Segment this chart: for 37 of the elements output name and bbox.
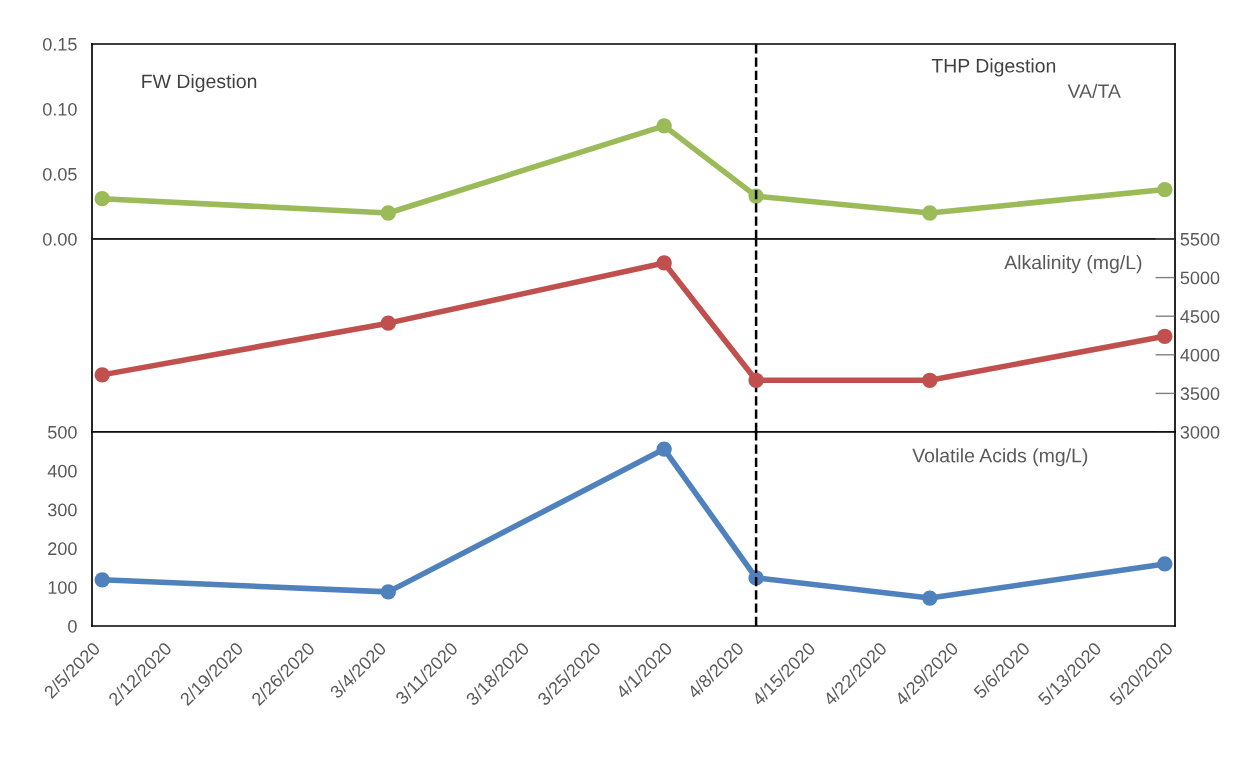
annotation: THP Digestion <box>931 58 1056 77</box>
y-tick-label: 300 <box>47 503 77 517</box>
point <box>94 367 110 383</box>
y-tick-label: 200 <box>48 542 77 556</box>
point <box>656 441 672 457</box>
point <box>1157 556 1173 572</box>
point <box>656 118 672 134</box>
y2-tick-label: 3500 <box>1180 387 1220 401</box>
y2-tick-label: 4500 <box>1180 310 1220 323</box>
point <box>922 372 938 388</box>
point <box>1157 181 1173 198</box>
y2-tick-label: 5000 <box>1180 271 1220 285</box>
point <box>94 572 110 588</box>
y-tick-label: 0.15 <box>42 37 77 51</box>
y-tick-label: 100 <box>48 581 77 594</box>
y2-tick-label: 3000 <box>1180 425 1220 439</box>
y-tick-label: 0.10 <box>42 102 77 116</box>
point <box>94 191 110 207</box>
y-tick-label: 0 <box>68 619 77 633</box>
y-tick-label: 0.00 <box>42 232 77 246</box>
point <box>380 205 396 221</box>
annotation: FW Digestion <box>142 73 257 93</box>
point <box>922 590 938 606</box>
point <box>748 372 764 388</box>
point <box>922 205 938 221</box>
y-tick-label: 0.05 <box>42 167 77 181</box>
y2-tick-label: 4000 <box>1180 348 1220 362</box>
point <box>656 255 672 271</box>
text: VA/TA <box>1067 83 1121 98</box>
text: Alkalinity (mg/L) <box>1004 255 1142 274</box>
point <box>380 315 396 331</box>
point <box>1157 328 1173 344</box>
point <box>380 584 396 600</box>
y-tick-label: 500 <box>48 425 77 439</box>
y-tick-label: 400 <box>47 464 77 478</box>
y2-tick-label: 5500 <box>1180 232 1220 246</box>
text: Volatile Acids (mg/L) <box>912 448 1088 467</box>
